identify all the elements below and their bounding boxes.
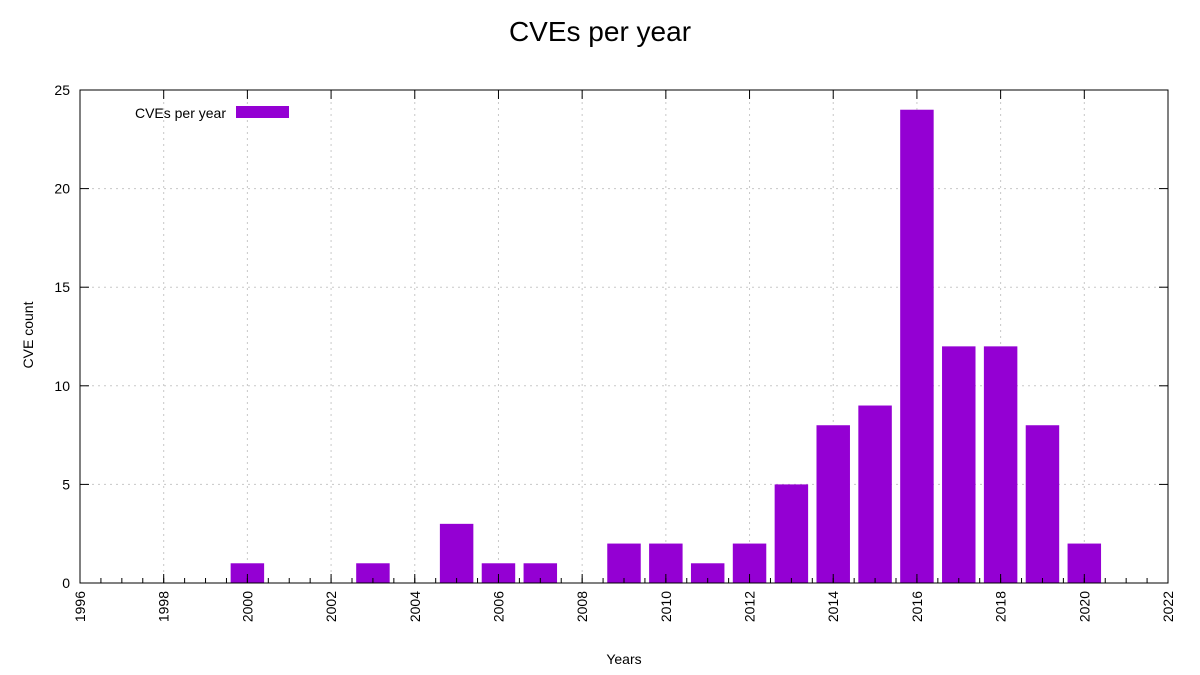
bar-2014 — [816, 425, 850, 583]
bar-2019 — [1025, 425, 1060, 583]
x-tick-label: 2016 — [909, 591, 925, 622]
bar-2017 — [942, 346, 976, 583]
bar-2003 — [356, 563, 390, 583]
bar-2013 — [774, 484, 809, 583]
x-tick-label: 2006 — [490, 591, 506, 622]
x-tick-label: 2012 — [742, 591, 758, 622]
y-tick-label: 20 — [54, 181, 70, 197]
bar-series — [230, 109, 1102, 583]
x-tick-label: 2020 — [1076, 591, 1092, 622]
legend-swatch — [236, 106, 289, 118]
bar-2015 — [858, 405, 892, 583]
x-tick-label: 1998 — [156, 591, 172, 622]
y-tick-label: 0 — [62, 575, 70, 591]
x-axis-label: Years — [606, 651, 642, 667]
x-tick-label: 2008 — [574, 591, 590, 622]
y-tick-label: 10 — [54, 378, 70, 394]
bar-2011 — [690, 563, 725, 583]
x-tick-label: 2022 — [1160, 591, 1176, 622]
y-tick-label: 15 — [54, 279, 70, 295]
legend-label: CVEs per year — [135, 105, 226, 121]
bar-2005 — [439, 523, 474, 583]
chart-title: CVEs per year — [508, 16, 692, 47]
x-tick-label: 2004 — [407, 591, 423, 622]
bar-2000 — [230, 563, 265, 583]
bar-2006 — [481, 563, 516, 583]
x-tick-label: 2010 — [658, 591, 674, 622]
x-tick-label: 2018 — [993, 591, 1009, 622]
x-tick-label: 2014 — [825, 591, 841, 622]
axis-ticks: 0 5 10 15 20 25 1996 1998 2000 2002 2004 2006 2008 20… — [54, 82, 1176, 622]
legend: CVEs per year — [135, 105, 289, 121]
x-tick-label: 1996 — [72, 591, 88, 622]
bar-2007 — [523, 563, 558, 583]
y-tick-label: 25 — [54, 82, 70, 98]
y-tick-label: 5 — [62, 476, 70, 492]
x-tick-label: 2000 — [239, 591, 255, 622]
bar-2016 — [900, 109, 934, 583]
bar-2009 — [607, 543, 641, 583]
bar-2018 — [983, 346, 1018, 583]
x-tick-label: 2002 — [323, 591, 339, 622]
